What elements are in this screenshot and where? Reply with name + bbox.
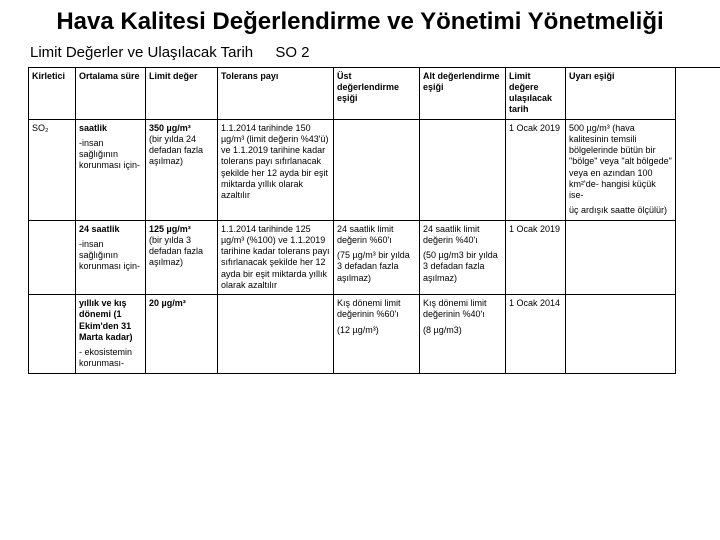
limit: 125 µg/m³	[149, 224, 191, 234]
table-row: 500 µg/m³ (hava kalitesinin temsili bölg…	[566, 120, 676, 221]
table-row: 125 µg/m³ (bir yılda 3 defadan fazla aşı…	[146, 221, 218, 296]
warning: 500 µg/m³ (hava kalitesinin temsili bölg…	[569, 123, 672, 201]
table-row: 24 saatlik limit değerin %40'ı (50 µg/m3…	[420, 221, 506, 296]
period: saatlik	[79, 123, 107, 133]
col-pollutant: Kirletici	[28, 68, 76, 120]
table-row	[218, 295, 334, 374]
table-row: 20 µg/m³	[146, 295, 218, 374]
col-warning: Uyarı eşiği	[566, 68, 676, 120]
limit-note: (bir yılda 3 defadan fazla aşılmaz)	[149, 235, 214, 269]
limit: 350 µg/m³	[149, 123, 191, 133]
table-row: 1.1.2014 tarihinde 125 µg/m³ (%100) ve 1…	[218, 221, 334, 296]
table-row: 1 Ocak 2019	[506, 120, 566, 221]
col-upper: Üst değerlendirme eşiği	[334, 68, 420, 120]
lower-val: (50 µg/m3 bir yılda 3 defadan fazla aşıl…	[423, 250, 502, 284]
table-row	[28, 221, 76, 296]
period-note: -insan sağlığının korunması için-	[79, 239, 142, 273]
period-note: -insan sağlığının korunması için-	[79, 138, 142, 172]
col-limit: Limit değer	[146, 68, 218, 120]
table-row: saatlik -insan sağlığının korunması için…	[76, 120, 146, 221]
table-row: 1 Ocak 2019	[506, 221, 566, 296]
col-date: Limit değere ulaşılacak tarih	[506, 68, 566, 120]
table-row: yıllık ve kış dönemi (1 Ekim'den 31 Mart…	[76, 295, 146, 374]
table-row	[28, 295, 76, 374]
warning-note: üç ardışık saatte ölçülür)	[569, 205, 672, 216]
subtitle: Limit Değerler ve Ulaşılacak Tarih SO 2	[0, 40, 720, 67]
period: 24 saatlik	[79, 224, 120, 234]
upper-val: (75 µg/m³ bir yılda 3 defadan fazla aşıl…	[337, 250, 416, 284]
table-row: 24 saatlik -insan sağlığının korunması i…	[76, 221, 146, 296]
table-row: 350 µg/m³ (bir yılda 24 defadan fazla aş…	[146, 120, 218, 221]
table-row: 1 Ocak 2014	[506, 295, 566, 374]
table-row: Kış dönemi limit değerinin %40'ı (8 µg/m…	[420, 295, 506, 374]
table-row: SO₂	[28, 120, 76, 221]
col-tolerance: Tolerans payı	[218, 68, 334, 120]
col-period: Ortalama süre	[76, 68, 146, 120]
subtitle-label: Limit Değerler ve Ulaşılacak Tarih	[30, 44, 253, 61]
table-row	[420, 120, 506, 221]
table-row: Kış dönemi limit değerinin %60'ı (12 µg/…	[334, 295, 420, 374]
upper: 24 saatlik limit değerin %60'ı	[337, 224, 394, 245]
lower: 24 saatlik limit değerin %40'ı	[423, 224, 480, 245]
table-row	[566, 221, 676, 296]
upper: Kış dönemi limit değerinin %60'ı	[337, 298, 401, 319]
subtitle-chem: SO 2	[275, 44, 309, 61]
page-title: Hava Kalitesi Değerlendirme ve Yönetimi …	[0, 0, 720, 40]
limits-table: Kirletici Ortalama süre Limit değer Tole…	[28, 67, 720, 374]
limit: 20 µg/m³	[149, 298, 186, 308]
upper-val: (12 µg/m³)	[337, 325, 416, 336]
col-lower: Alt değerlendirme eşiği	[420, 68, 506, 120]
limit-note: (bir yılda 24 defadan fazla aşılmaz)	[149, 134, 214, 168]
lower-val: (8 µg/m3)	[423, 325, 502, 336]
table-row: 24 saatlik limit değerin %60'ı (75 µg/m³…	[334, 221, 420, 296]
table-row	[566, 295, 676, 374]
table-row: 1.1.2014 tarihinde 150 µg/m³ (limit değe…	[218, 120, 334, 221]
table-row	[334, 120, 420, 221]
lower: Kış dönemi limit değerinin %40'ı	[423, 298, 487, 319]
period-note: - ekosistemin korunması-	[79, 347, 142, 370]
period: yıllık ve kış dönemi (1 Ekim'den 31 Mart…	[79, 298, 133, 342]
